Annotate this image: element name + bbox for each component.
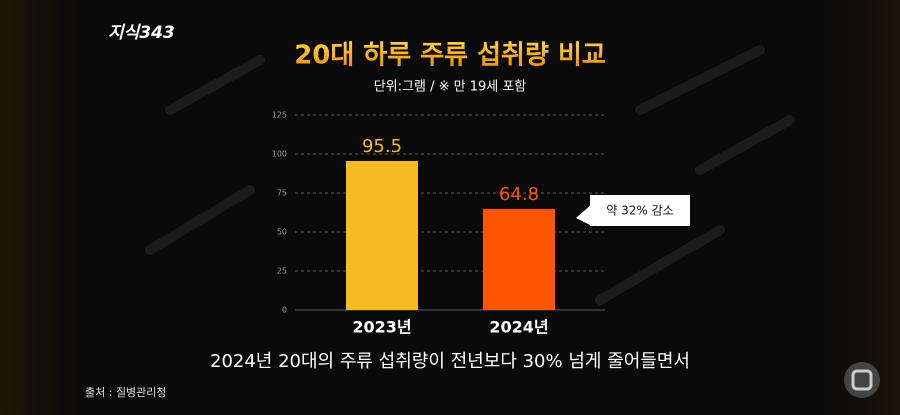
y-tick-label: 0 — [282, 306, 287, 315]
x-tick-label: 2024년 — [489, 318, 548, 337]
bar — [483, 208, 555, 310]
corner-icon[interactable] — [844, 362, 880, 398]
chart-subtitle: 단위:그램 / ※ 만 19세 포함 — [374, 80, 527, 95]
value-label: 64.8 — [499, 184, 539, 205]
plot: 0 25 50 75 100 125 2023년 95.5 2024년 64.8 — [272, 111, 605, 337]
value-label: 95.5 — [362, 136, 402, 157]
source: 출처 : 질병관리청 — [85, 386, 167, 399]
y-tick-label: 75 — [277, 189, 287, 198]
bar — [346, 161, 418, 310]
y-tick-label: 50 — [277, 228, 287, 237]
annotation: 약 32% 감소 — [606, 203, 673, 218]
decor-streaks — [145, 45, 795, 305]
x-tick-label: 2023년 — [352, 318, 411, 337]
chart-title: 20대 하루 주류 섭취량 비교 — [294, 41, 606, 71]
y-tick-label: 25 — [277, 267, 287, 276]
logo: 지식343 — [108, 23, 175, 43]
annotation-box — [576, 195, 690, 226]
caption: 2024년 20대의 주류 섭취량이 전년보다 30% 넘게 줄어들면서 — [210, 351, 690, 372]
y-tick-label: 100 — [272, 150, 287, 159]
y-tick-label: 125 — [272, 111, 287, 120]
